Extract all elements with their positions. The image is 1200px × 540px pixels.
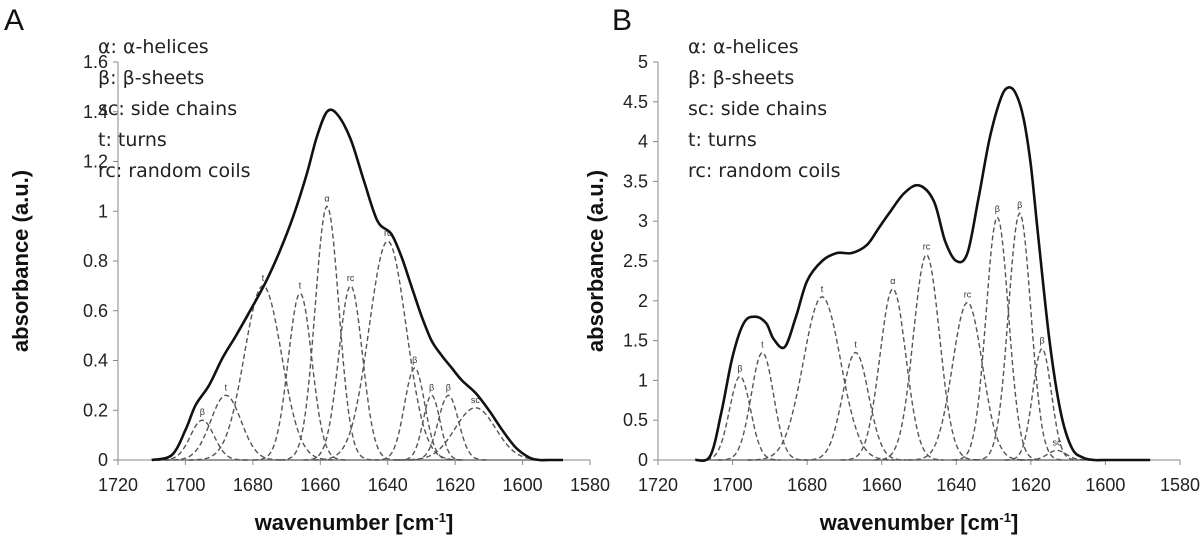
component-peak-6	[874, 253, 978, 461]
component-peak-9	[974, 211, 1063, 461]
peak-label: t	[225, 382, 228, 392]
panel-letter: A	[4, 4, 24, 37]
x-tick-label: 1600	[1085, 475, 1125, 495]
x-tick-label: 1680	[787, 475, 827, 495]
component-peak-4	[803, 351, 907, 461]
component-peak-8	[374, 367, 454, 461]
peak-label: α	[890, 276, 895, 286]
peak-label: β	[1017, 200, 1022, 210]
x-tick-label: 1680	[233, 475, 273, 495]
y-axis-title: absorbance (a.u.)	[8, 170, 33, 352]
peak-label: β	[995, 204, 1000, 214]
legend-entry: β: β-sheets	[98, 67, 204, 89]
chart-panel-a: A 0 0.2 0.4 0.6 0.8 1 1.2 1.4 1.6 1720 1700 1680 1660…	[4, 4, 610, 535]
y-tick-label: 1.2	[83, 152, 108, 172]
x-tick-label: 1660	[300, 475, 340, 495]
component-peak-2	[165, 394, 286, 461]
peak-label: β	[1039, 336, 1044, 346]
x-tick-label: 1720	[98, 475, 138, 495]
peak-label: t	[854, 340, 857, 350]
y-tick-label: 0.5	[623, 410, 648, 430]
component-peak-5	[279, 205, 373, 461]
peak-label: sc	[1052, 437, 1062, 447]
y-tick-label: 4	[638, 132, 648, 152]
legend-entry: rc: random coils	[98, 160, 251, 182]
peak-label: rc	[964, 289, 972, 299]
legend-entry: sc: side chains	[688, 98, 827, 120]
y-tick-label: 5	[638, 52, 648, 72]
component-peak-2	[717, 351, 806, 461]
y-tick-label: 3	[638, 211, 648, 231]
y-tick-label: 0	[98, 450, 108, 470]
peak-label: rc	[384, 228, 392, 238]
x-tick-label: 1580	[570, 475, 610, 495]
peak-label: rc	[347, 273, 355, 283]
y-tick-label: 2	[638, 291, 648, 311]
peak-label: t	[262, 273, 265, 283]
component-peak-6	[303, 284, 397, 461]
peak-label: β	[737, 363, 742, 373]
x-tick-label: 1700	[165, 475, 205, 495]
x-axis-title: wavenumber [cm-1]	[819, 510, 1019, 535]
component-peak-11	[394, 407, 555, 461]
peak-label: β	[429, 382, 434, 392]
component-peak-3	[747, 296, 896, 461]
x-tick-label: 1620	[435, 475, 475, 495]
legend-entry: rc: random coils	[688, 160, 841, 182]
component-peak-8	[952, 215, 1041, 461]
envelope-curve	[694, 86, 1151, 463]
y-tick-label: 1.5	[623, 331, 648, 351]
component-peak-1	[155, 419, 249, 461]
legend-entry: t: turns	[688, 129, 757, 151]
y-tick-label: 1.6	[83, 52, 108, 72]
x-tick-label: 1600	[503, 475, 543, 495]
x-tick-label: 1700	[713, 475, 753, 495]
x-tick-label: 1640	[368, 475, 408, 495]
component-peak-10	[1004, 347, 1078, 461]
legend-entry: α: α-helices	[98, 36, 209, 58]
peak-label: t	[761, 340, 764, 350]
x-tick-label: 1660	[862, 475, 902, 495]
y-tick-label: 1.4	[83, 102, 108, 122]
legend-entry: sc: side chains	[98, 98, 237, 120]
y-tick-label: 0.8	[83, 251, 108, 271]
legend-entry: α: α-helices	[688, 36, 799, 58]
envelope-curve	[151, 108, 563, 462]
peak-label: t	[821, 284, 824, 294]
component-peak-10	[407, 394, 488, 461]
legend-entry: t: turns	[98, 129, 167, 151]
x-tick-label: 1620	[1011, 475, 1051, 495]
component-peak-1	[698, 375, 781, 461]
y-tick-label: 1	[638, 370, 648, 390]
y-tick-label: 4.5	[623, 92, 648, 112]
component-peak-4	[252, 292, 346, 461]
peak-label: t	[299, 280, 302, 290]
peak-label: β	[412, 355, 417, 365]
x-tick-label: 1580	[1160, 475, 1200, 495]
legend-entry: β: β-sheets	[688, 67, 794, 89]
component-peak-7	[907, 301, 1026, 461]
component-peak-9	[397, 394, 464, 461]
y-tick-label: 3.5	[623, 171, 648, 191]
x-axis-title: wavenumber [cm-1]	[254, 510, 454, 535]
peak-label: β	[200, 407, 205, 417]
y-tick-label: 1	[98, 201, 108, 221]
y-tick-label: 0	[638, 450, 648, 470]
component-peak-11	[1019, 449, 1093, 461]
component-peak-5	[840, 288, 944, 461]
y-axis-title: absorbance (a.u.)	[583, 170, 608, 352]
y-tick-label: 0.4	[83, 351, 108, 371]
y-tick-label: 2.5	[623, 251, 648, 271]
y-tick-label: 0.6	[83, 301, 108, 321]
panel-letter: B	[612, 4, 632, 37]
x-tick-label: 1720	[638, 475, 678, 495]
y-tick-label: 0.2	[83, 400, 108, 420]
x-tick-label: 1640	[936, 475, 976, 495]
peak-label: sc	[471, 395, 481, 405]
chart-panel-b: B 0 0.5 1 1.5 2 2.5 3 3.5 4 4.5 5 1720 1700 1680 1660 16…	[583, 4, 1200, 535]
peak-label: α	[324, 193, 329, 203]
peak-label: β	[446, 382, 451, 392]
peak-label: rc	[923, 242, 931, 252]
